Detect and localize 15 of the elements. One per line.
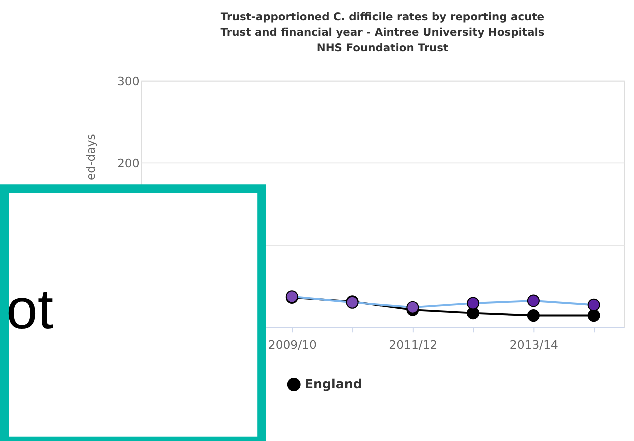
chart-title: Trust-apportioned C. difficile rates by reporting acute Trust and financial year - Aintree University Hospitals NHS Foundation Trust <box>220 10 545 55</box>
point <box>527 294 540 308</box>
point <box>406 301 420 314</box>
x-tick-label: 2013/14 <box>510 338 558 352</box>
y-tick-label: 300 <box>117 74 140 88</box>
x-tick-label: 2011/12 <box>389 338 438 352</box>
x-tick-label: 2009/10 <box>268 338 317 352</box>
point <box>467 307 480 320</box>
point <box>527 310 540 322</box>
y-tick-label: 200 <box>117 156 140 170</box>
legend-label: England <box>304 376 362 392</box>
point <box>588 310 600 322</box>
y-axis-title: ed-days <box>84 134 98 181</box>
point <box>588 298 600 312</box>
point <box>467 297 480 310</box>
